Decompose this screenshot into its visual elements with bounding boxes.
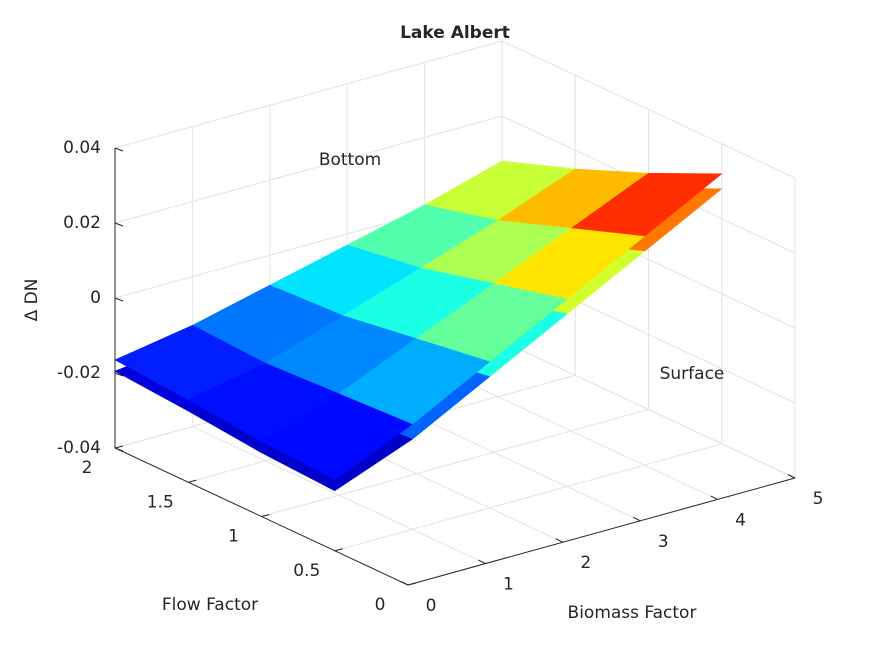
x-tick [787,474,796,479]
grid-line [114,40,503,149]
grid-line [501,40,796,179]
x-tick [710,495,718,500]
z-tick [114,447,124,452]
y-tick-label: 1 [228,527,239,547]
z-tick-label: 0 [90,288,101,308]
x-tick-label: 5 [813,489,824,509]
chart-title: Lake Albert [400,23,510,43]
x-tick-label: 2 [580,553,591,573]
x-axis [407,477,796,586]
y-tick [261,514,270,517]
z-tick-label: 0.02 [63,213,101,233]
surface-patch [260,393,413,480]
z-tick-label: -0.04 [57,438,101,458]
y-axis-label: Flow Factor [162,595,258,615]
y-tick-label: 0 [375,595,386,615]
y-tick [188,479,197,483]
x-tick [400,581,409,586]
x-tick [632,516,641,522]
y-tick-label: 2 [82,458,93,478]
surface-annotation: Surface [660,364,725,384]
x-tick [478,559,486,565]
x-tick-label: 0 [426,596,437,616]
y-tick [334,548,343,552]
y-tick [407,582,417,586]
z-axis-label: Δ DN [22,279,42,322]
surface-annotation: Bottom [319,150,381,170]
x-tick [555,538,564,543]
y-tick [114,445,124,449]
y-tick-label: 0.5 [293,561,320,581]
grid-line [501,340,796,479]
x-tick-label: 4 [735,510,746,530]
grid-line [114,115,503,224]
z-tick [114,297,124,302]
z-tick [114,147,124,152]
z-tick-label: 0.04 [63,138,101,158]
x-tick-label: 3 [658,532,669,552]
x-tick-label: 1 [503,575,514,595]
y-tick-label: 1.5 [147,492,174,512]
z-tick [114,222,124,227]
z-tick [114,372,124,377]
grid-line [261,409,649,517]
z-tick-label: -0.02 [57,363,101,383]
x-axis-label: Biomass Factor [568,603,697,623]
grid-line [334,443,722,552]
